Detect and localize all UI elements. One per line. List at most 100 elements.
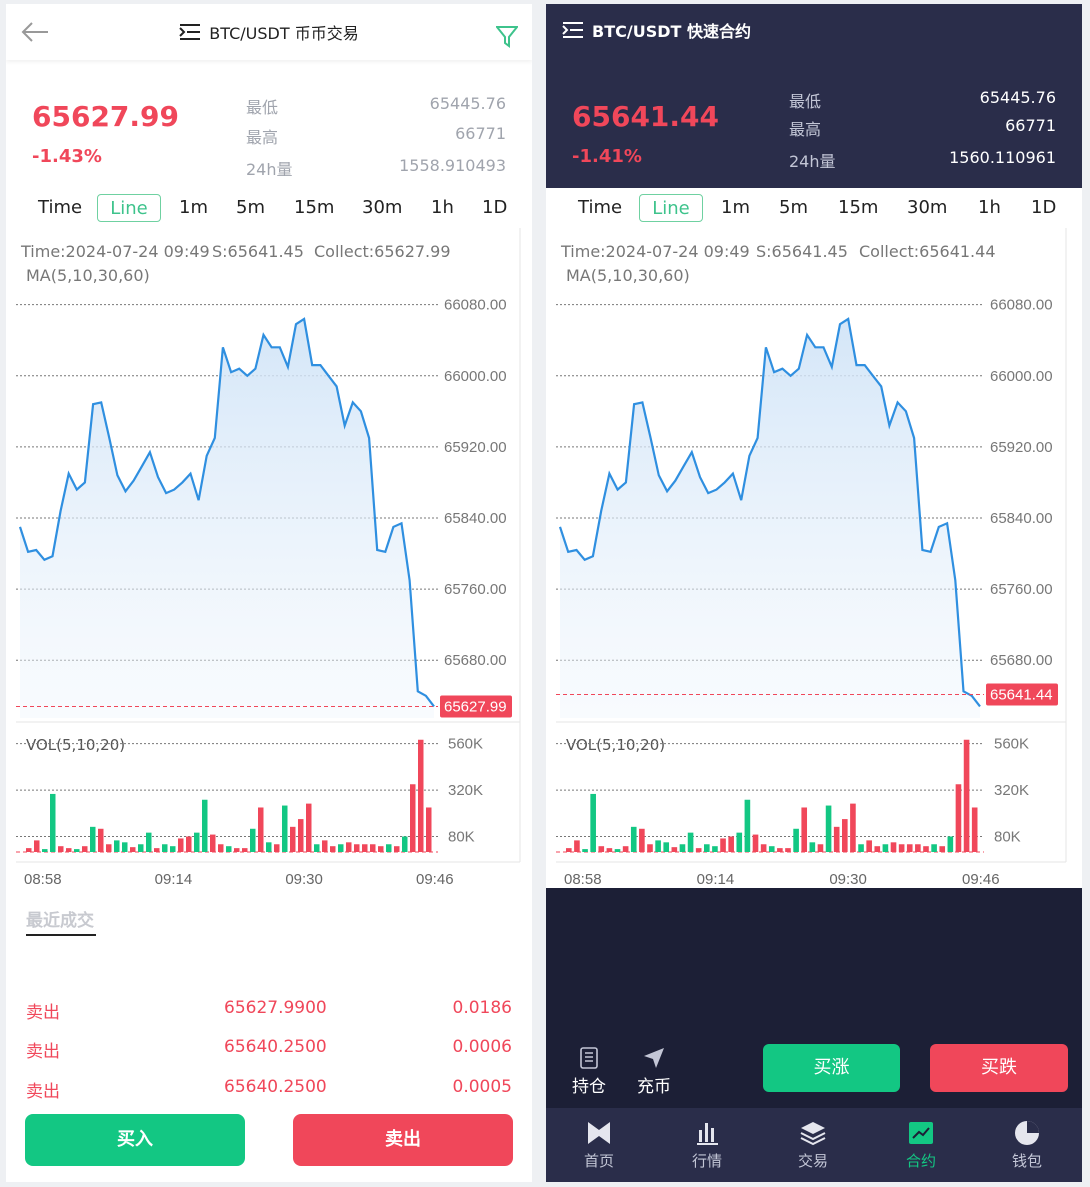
volume-bar — [655, 840, 661, 852]
tab-time[interactable]: Time — [38, 197, 83, 218]
volume-bar — [906, 844, 913, 852]
volume-bar — [785, 848, 791, 852]
volume-bar — [418, 739, 424, 852]
nav-contract[interactable]: 合约 — [886, 1118, 956, 1171]
volume-bar — [34, 840, 40, 852]
positions-icon — [580, 1047, 598, 1069]
x-tick-label: 09:14 — [155, 871, 193, 888]
vol-label: VOL(5,10,20) — [26, 736, 125, 754]
volume-bar — [801, 807, 808, 852]
price-tick-label: 66000.00 — [444, 368, 507, 385]
chart-collect: Collect:65627.99 — [314, 242, 451, 261]
nav-home[interactable]: 首页 — [564, 1118, 634, 1171]
buy-short-button[interactable]: 买跌 — [930, 1044, 1068, 1092]
current-price-tag — [986, 683, 1058, 706]
low-label: 最低 — [246, 98, 279, 117]
bottom-nav: 首页 行情 交易 合约 钱包 — [546, 1108, 1082, 1182]
tab-1m[interactable]: 1m — [721, 197, 750, 218]
volume-bar — [146, 832, 152, 852]
price-tick-label: 65760.00 — [444, 581, 507, 598]
tab-30m[interactable]: 30m — [362, 197, 403, 218]
volume-bar — [833, 826, 840, 852]
nav-home-label: 首页 — [583, 1152, 614, 1170]
trade-amount: 0.0005 — [452, 1077, 512, 1097]
tab-1m[interactable]: 1m — [179, 197, 208, 218]
tab-1d[interactable]: 1D — [1031, 197, 1057, 218]
send-icon — [644, 1048, 664, 1068]
tab-line[interactable]: Line — [639, 194, 703, 222]
positions-label: 持仓 — [572, 1077, 606, 1097]
buy-long-button[interactable]: 买涨 — [763, 1044, 900, 1092]
price-tick-label: 66080.00 — [990, 297, 1053, 314]
ma-label: MA(5,10,30,60) — [566, 266, 690, 285]
volume-bar — [98, 828, 104, 852]
chart-time: Time:2024-07-24 09:49 — [561, 242, 750, 261]
nav-wallet[interactable]: 钱包 — [992, 1118, 1062, 1171]
filter-icon[interactable] — [496, 26, 518, 48]
volume-bar — [314, 844, 320, 852]
trade-row: 卖出 65627.9900 0.0186 — [6, 998, 532, 1023]
recent-trades-title[interactable]: 最近成交 — [26, 911, 94, 931]
x-tick-label: 09:46 — [962, 871, 1000, 888]
volume-tick-label: 80K — [448, 829, 475, 846]
volume-bar — [566, 848, 572, 852]
volume-bar — [850, 803, 856, 852]
deposit-label: 充币 — [637, 1077, 671, 1097]
tab-15m[interactable]: 15m — [838, 197, 879, 218]
positions-button[interactable]: 持仓 — [572, 1046, 606, 1097]
volume-bar — [622, 846, 629, 852]
volume-bar — [842, 819, 848, 852]
volume-bar — [90, 826, 96, 852]
volume-bar — [26, 848, 32, 852]
back-arrow-icon[interactable] — [20, 20, 50, 44]
price-chart[interactable]: Time:2024-07-24 09:49 S:65641.45 Collect… — [6, 228, 532, 888]
volume-bar — [330, 846, 336, 852]
volume-bar — [426, 807, 432, 852]
current-price-tag-label: 65641.44 — [990, 686, 1053, 703]
menu-icon[interactable] — [562, 21, 584, 39]
price-chart[interactable]: Time:2024-07-24 09:49 S:65641.45 Collect… — [546, 228, 1082, 888]
tab-15m[interactable]: 15m — [294, 197, 335, 218]
nav-trade[interactable]: 交易 — [778, 1118, 848, 1171]
volume-bar — [712, 846, 718, 852]
volume-bar — [266, 842, 272, 852]
volume-bar — [298, 819, 304, 852]
volume-bar — [736, 832, 743, 852]
tab-time[interactable]: Time — [578, 197, 623, 218]
volume-bar — [663, 842, 670, 852]
menu-icon[interactable] — [179, 23, 201, 41]
buy-button[interactable]: 买入 — [25, 1114, 245, 1166]
contract-panel: BTC/USDT 快速合约 65641.44 -1.41% 最低 65445.7… — [546, 4, 1082, 1182]
header: BTC/USDT 快速合约 — [546, 4, 1082, 60]
volume-bar — [138, 844, 144, 852]
price-block: 65627.99 -1.43% 最低 65445.76 最高 66771 24h… — [6, 60, 532, 188]
tab-line[interactable]: Line — [97, 194, 161, 222]
nav-market-label: 行情 — [691, 1152, 722, 1170]
tab-1h[interactable]: 1h — [431, 197, 454, 218]
volume-bar — [274, 844, 280, 852]
tab-1d[interactable]: 1D — [482, 197, 508, 218]
trade-side: 卖出 — [26, 1082, 60, 1102]
volume-bar — [362, 844, 368, 852]
volume-bar — [574, 840, 580, 852]
high-label: 最高 — [789, 120, 822, 139]
deposit-button[interactable]: 充币 — [637, 1046, 671, 1097]
volume-bar — [346, 842, 352, 852]
volume-bar — [890, 842, 897, 852]
volume-bar — [582, 849, 588, 852]
volume-value: 1558.910493 — [399, 156, 506, 175]
interval-tabs: Time Line 1m 5m 15m 30m 1h 1D — [546, 188, 1082, 228]
price-tick-label: 65920.00 — [444, 439, 507, 456]
tab-30m[interactable]: 30m — [907, 197, 948, 218]
volume-bar — [817, 844, 824, 852]
x-tick-label: 09:14 — [697, 871, 735, 888]
price-tick-label: 66080.00 — [444, 297, 507, 314]
tab-5m[interactable]: 5m — [236, 197, 265, 218]
tab-1h[interactable]: 1h — [978, 197, 1001, 218]
volume-bar — [386, 844, 392, 852]
sell-button[interactable]: 卖出 — [293, 1114, 513, 1166]
nav-market[interactable]: 行情 — [672, 1118, 742, 1171]
volume-bar — [606, 848, 613, 852]
bar-chart-icon — [697, 1123, 718, 1145]
tab-5m[interactable]: 5m — [779, 197, 808, 218]
